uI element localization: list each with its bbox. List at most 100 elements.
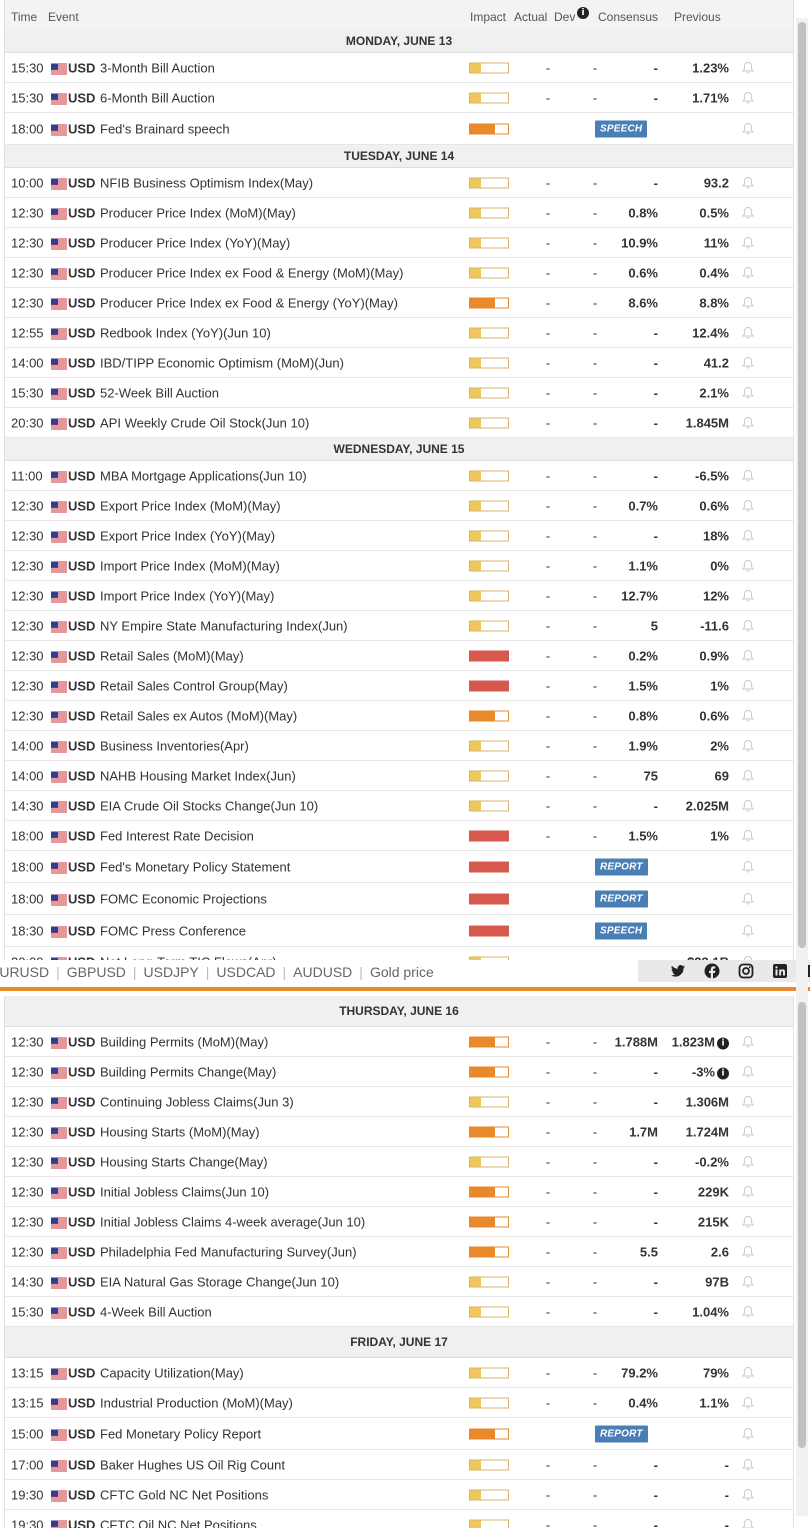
event-row[interactable]: 19:30 USD CFTC Gold NC Net Positions - - - - (5, 1480, 793, 1510)
event-name[interactable]: MBA Mortgage Applications(Jun 10) (100, 468, 307, 483)
alert-bell-icon[interactable] (741, 1427, 755, 1441)
quick-link-audusd[interactable]: AUDUSD (293, 964, 353, 980)
dev-info-icon[interactable]: i (577, 7, 589, 19)
event-name[interactable]: Export Price Index (YoY)(May) (100, 528, 276, 543)
event-name[interactable]: 4-Week Bill Auction (100, 1304, 212, 1319)
alert-bell-icon[interactable] (741, 829, 755, 843)
event-row[interactable]: 12:30 USD Import Price Index (MoM)(May) - - 1… (5, 551, 793, 581)
event-row[interactable]: 19:30 USD CFTC Oil NC Net Positions - - - - (5, 1510, 793, 1528)
event-row[interactable]: 12:30 USD Retail Sales (MoM)(May) - - 0.2% 0.9… (5, 641, 793, 671)
event-name[interactable]: API Weekly Crude Oil Stock(Jun 10) (100, 415, 310, 430)
alert-bell-icon[interactable] (741, 1458, 755, 1472)
alert-bell-icon[interactable] (741, 739, 755, 753)
event-name[interactable]: CFTC Oil NC Net Positions (100, 1517, 257, 1528)
header-consensus[interactable]: Consensus (598, 10, 659, 24)
event-name[interactable]: Capacity Utilization(May) (100, 1365, 244, 1380)
event-row[interactable]: 12:30 USD Export Price Index (MoM)(May) - - 0… (5, 491, 793, 521)
alert-bell-icon[interactable] (741, 296, 755, 310)
alert-bell-icon[interactable] (741, 416, 755, 430)
alert-bell-icon[interactable] (741, 1215, 755, 1229)
event-row[interactable]: 14:00 USD Business Inventories(Apr) - - 1.9% 2… (5, 731, 793, 761)
alert-bell-icon[interactable] (741, 1275, 755, 1289)
event-row[interactable]: 15:30 USD 52-Week Bill Auction - - - 2.1% (5, 378, 793, 408)
alert-bell-icon[interactable] (741, 61, 755, 75)
alert-bell-icon[interactable] (741, 499, 755, 513)
quick-link-gbpusd[interactable]: GBPUSD (66, 964, 126, 980)
event-name[interactable]: Building Permits (MoM)(May) (100, 1034, 269, 1049)
event-row[interactable]: 17:00 USD Baker Hughes US Oil Rig Count - - -… (5, 1450, 793, 1480)
alert-bell-icon[interactable] (741, 799, 755, 813)
alert-bell-icon[interactable] (741, 924, 755, 938)
alert-bell-icon[interactable] (741, 1065, 755, 1079)
header-event[interactable]: Event (48, 10, 79, 24)
event-row[interactable]: 15:30 USD 4-Week Bill Auction - - - 1.04% (5, 1297, 793, 1327)
header-actual[interactable]: Actual (514, 10, 548, 24)
alert-bell-icon[interactable] (741, 91, 755, 105)
alert-bell-icon[interactable] (741, 236, 755, 250)
event-name[interactable]: Business Inventories(Apr) (100, 738, 249, 753)
event-name[interactable]: 52-Week Bill Auction (100, 385, 219, 400)
alert-bell-icon[interactable] (741, 1245, 755, 1259)
event-name[interactable]: EIA Natural Gas Storage Change(Jun 10) (100, 1274, 340, 1289)
scrollbar-thumb-top[interactable] (798, 22, 806, 948)
event-row[interactable]: 11:00 USD MBA Mortgage Applications(Jun 10… (5, 461, 793, 491)
quick-link-usdjpy[interactable]: USDJPY (143, 964, 199, 980)
header-impact[interactable]: Impact (470, 10, 507, 24)
event-name[interactable]: FOMC Economic Projections (100, 891, 267, 906)
event-name[interactable]: Housing Starts Change(May) (100, 1154, 268, 1169)
event-name[interactable]: Producer Price Index (YoY)(May) (100, 235, 291, 250)
alert-bell-icon[interactable] (741, 326, 755, 340)
event-row[interactable]: 12:30 USD Import Price Index (YoY)(May) - - 1… (5, 581, 793, 611)
event-row[interactable]: 14:00 USD NAHB Housing Market Index(Jun) - -… (5, 761, 793, 791)
event-row[interactable]: 18:30 USD FOMC Press Conference SPEECH (5, 915, 793, 947)
event-row[interactable]: 12:30 USD Building Permits Change(May) - - - -… (5, 1057, 793, 1087)
alert-bell-icon[interactable] (741, 206, 755, 220)
revision-info-icon[interactable]: i (717, 1037, 729, 1049)
event-row[interactable]: 12:30 USD Producer Price Index (YoY)(May) -… (5, 228, 793, 258)
event-row[interactable]: 12:30 USD Philadelphia Fed Manufacturing S… (5, 1237, 793, 1267)
alert-bell-icon[interactable] (741, 1155, 755, 1169)
event-name[interactable]: Retail Sales (MoM)(May) (100, 648, 244, 663)
alert-bell-icon[interactable] (741, 386, 755, 400)
alert-bell-icon[interactable] (741, 619, 755, 633)
header-time[interactable]: Time (11, 10, 38, 24)
alert-bell-icon[interactable] (741, 122, 755, 136)
event-row[interactable]: 13:15 USD Capacity Utilization(May) - - 79.2%… (5, 1358, 793, 1388)
alert-bell-icon[interactable] (741, 860, 755, 874)
event-name[interactable]: Baker Hughes US Oil Rig Count (100, 1457, 285, 1472)
instagram-icon[interactable] (738, 963, 754, 979)
event-row[interactable]: 15:00 USD Fed Monetary Policy Report REPORT (5, 1418, 793, 1450)
event-row[interactable]: 10:00 USD NFIB Business Optimism Index(May… (5, 168, 793, 198)
event-name[interactable]: Initial Jobless Claims 4-week average(Ju… (100, 1214, 366, 1229)
event-name[interactable]: Producer Price Index ex Food & Energy (Y… (100, 295, 398, 310)
alert-bell-icon[interactable] (741, 529, 755, 543)
event-name[interactable]: Retail Sales ex Autos (MoM)(May) (100, 708, 298, 723)
event-name[interactable]: NAHB Housing Market Index(Jun) (100, 768, 296, 783)
event-row[interactable]: 12:30 USD Producer Price Index ex Food & E… (5, 288, 793, 318)
event-row[interactable]: 14:30 USD EIA Natural Gas Storage Change(J… (5, 1267, 793, 1297)
event-row[interactable]: 12:30 USD Housing Starts Change(May) - - - -0.… (5, 1147, 793, 1177)
event-name[interactable]: Building Permits Change(May) (100, 1064, 277, 1079)
header-previous[interactable]: Previous (674, 10, 721, 24)
event-row[interactable]: 12:30 USD Housing Starts (MoM)(May) - - 1.7M 1… (5, 1117, 793, 1147)
alert-bell-icon[interactable] (741, 1488, 755, 1502)
alert-bell-icon[interactable] (741, 1185, 755, 1199)
event-name[interactable]: NFIB Business Optimism Index(May) (100, 175, 314, 190)
alert-bell-icon[interactable] (741, 1095, 755, 1109)
event-name[interactable]: CFTC Gold NC Net Positions (100, 1487, 269, 1502)
event-row[interactable]: 12:30 USD Producer Price Index (MoM)(May) -… (5, 198, 793, 228)
alert-bell-icon[interactable] (741, 589, 755, 603)
event-row[interactable]: 12:30 USD Building Permits (MoM)(May) - - 1.7… (5, 1027, 793, 1057)
quick-link-eurusd[interactable]: EURUSD (0, 964, 50, 980)
revision-info-icon[interactable]: i (717, 1067, 729, 1079)
header-dev[interactable]: Dev (554, 10, 576, 24)
twitter-icon[interactable] (670, 963, 686, 979)
event-name[interactable]: Import Price Index (YoY)(May) (100, 588, 275, 603)
event-name[interactable]: Continuing Jobless Claims(Jun 3) (100, 1094, 294, 1109)
alert-bell-icon[interactable] (741, 1035, 755, 1049)
event-row[interactable]: 15:30 USD 3-Month Bill Auction - - - 1.23% (5, 53, 793, 83)
event-row[interactable]: 14:30 USD EIA Crude Oil Stocks Change(Jun … (5, 791, 793, 821)
event-row[interactable]: 12:30 USD Initial Jobless Claims(Jun 10) - -… (5, 1177, 793, 1207)
event-name[interactable]: Philadelphia Fed Manufacturing Survey(Ju… (100, 1244, 357, 1259)
alert-bell-icon[interactable] (741, 469, 755, 483)
